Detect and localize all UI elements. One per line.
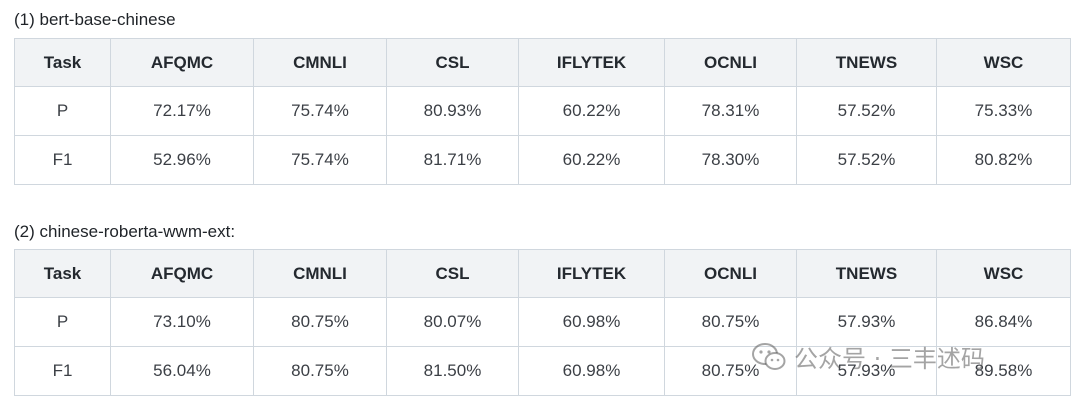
- header-cell-iflytek: IFLYTEK: [518, 38, 665, 87]
- header-cell-cmnli: CMNLI: [253, 249, 387, 298]
- table-cell: 78.31%: [664, 86, 797, 136]
- table-cell: 80.07%: [386, 297, 519, 347]
- table-cell: 80.75%: [253, 346, 387, 396]
- header-cell-afqmc: AFQMC: [110, 249, 254, 298]
- header-cell-ocnli: OCNLI: [664, 249, 797, 298]
- header-cell-cmnli: CMNLI: [253, 38, 387, 87]
- table-cell: 57.93%: [796, 346, 937, 396]
- table-cell: 60.98%: [518, 297, 665, 347]
- table-cell: 81.50%: [386, 346, 519, 396]
- table-row: P 73.10% 80.75% 80.07% 60.98% 80.75% 57.…: [14, 297, 1071, 347]
- table-cell: 80.93%: [386, 86, 519, 136]
- header-cell-csl: CSL: [386, 249, 519, 298]
- table-cell: 80.75%: [664, 297, 797, 347]
- table-cell: 52.96%: [110, 135, 254, 185]
- header-cell-tnews: TNEWS: [796, 38, 937, 87]
- header-cell-wsc: WSC: [936, 249, 1071, 298]
- results-table-chinese-roberta-wwm-ext: Task AFQMC CMNLI CSL IFLYTEK OCNLI TNEWS…: [14, 249, 1071, 396]
- table-cell: 57.52%: [796, 86, 937, 136]
- table-cell: 56.04%: [110, 346, 254, 396]
- section-caption-chinese-roberta-wwm-ext: (2) chinese-roberta-wwm-ext:: [14, 222, 236, 241]
- header-cell-csl: CSL: [386, 38, 519, 87]
- table-cell: 89.58%: [936, 346, 1071, 396]
- table-cell: 75.74%: [253, 135, 387, 185]
- table-cell: 60.22%: [518, 86, 665, 136]
- table-row: F1 56.04% 80.75% 81.50% 60.98% 80.75% 57…: [14, 346, 1071, 396]
- table-cell: 57.93%: [796, 297, 937, 347]
- table-row: F1 52.96% 75.74% 81.71% 60.22% 78.30% 57…: [14, 135, 1071, 185]
- table-header-row: Task AFQMC CMNLI CSL IFLYTEK OCNLI TNEWS…: [14, 38, 1071, 87]
- table-cell: 80.75%: [253, 297, 387, 347]
- header-cell-ocnli: OCNLI: [664, 38, 797, 87]
- section-caption-bert-base-chinese: (1) bert-base-chinese: [14, 10, 176, 29]
- header-cell-iflytek: IFLYTEK: [518, 249, 665, 298]
- table-cell: 57.52%: [796, 135, 937, 185]
- table-cell: 60.22%: [518, 135, 665, 185]
- row-label-cell: F1: [14, 135, 111, 185]
- table-row: P 72.17% 75.74% 80.93% 60.22% 78.31% 57.…: [14, 86, 1071, 136]
- table-cell: 80.82%: [936, 135, 1071, 185]
- table-cell: 60.98%: [518, 346, 665, 396]
- table-cell: 75.33%: [936, 86, 1071, 136]
- header-cell-task: Task: [14, 249, 111, 298]
- table-cell: 80.75%: [664, 346, 797, 396]
- results-table-bert-base-chinese: Task AFQMC CMNLI CSL IFLYTEK OCNLI TNEWS…: [14, 38, 1071, 185]
- header-cell-wsc: WSC: [936, 38, 1071, 87]
- header-cell-tnews: TNEWS: [796, 249, 937, 298]
- table-cell: 73.10%: [110, 297, 254, 347]
- table-header-row: Task AFQMC CMNLI CSL IFLYTEK OCNLI TNEWS…: [14, 249, 1071, 298]
- table-cell: 78.30%: [664, 135, 797, 185]
- table-cell: 72.17%: [110, 86, 254, 136]
- row-label-cell: P: [14, 86, 111, 136]
- row-label-cell: P: [14, 297, 111, 347]
- table-cell: 86.84%: [936, 297, 1071, 347]
- header-cell-afqmc: AFQMC: [110, 38, 254, 87]
- row-label-cell: F1: [14, 346, 111, 396]
- header-cell-task: Task: [14, 38, 111, 87]
- table-cell: 75.74%: [253, 86, 387, 136]
- table-cell: 81.71%: [386, 135, 519, 185]
